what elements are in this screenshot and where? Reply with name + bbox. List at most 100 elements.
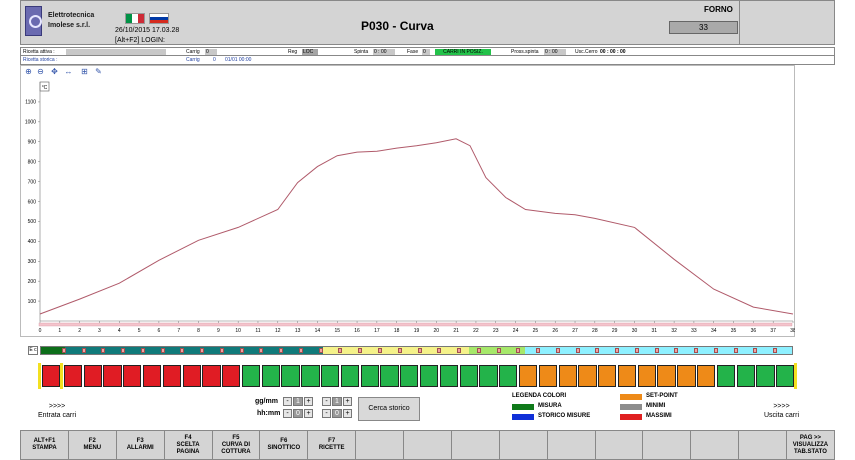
fkey-f6[interactable]: F6 SINOTTICO bbox=[259, 430, 308, 460]
strip-tick bbox=[595, 348, 600, 353]
carro-cell bbox=[103, 365, 122, 387]
x-tick-label: 29 bbox=[612, 328, 618, 334]
x-tick-label: 32 bbox=[671, 328, 677, 334]
x-tick-label: 23 bbox=[493, 328, 499, 334]
carro-cell bbox=[360, 365, 379, 387]
reg-label: Reg bbox=[288, 49, 298, 55]
reset-zoom-icon[interactable]: ↔ bbox=[64, 67, 73, 76]
carro-cell bbox=[142, 365, 162, 387]
x-tick-label: 27 bbox=[572, 328, 578, 334]
pross-spinta-label: Pross.spinta bbox=[511, 49, 539, 55]
gg-plus-button[interactable]: + bbox=[304, 397, 313, 406]
fkey-empty[interactable] bbox=[690, 430, 739, 460]
x-tick-label: 24 bbox=[513, 328, 519, 334]
x-tick-label: 34 bbox=[711, 328, 717, 334]
usc-cerro-value: 00 : 00 : 00 bbox=[600, 49, 626, 55]
fkey-f2[interactable]: F2 MENU bbox=[67, 430, 116, 460]
reg-value: LOC bbox=[302, 49, 318, 55]
x-tick-label: 4 bbox=[118, 328, 121, 334]
x-tick-label: 25 bbox=[533, 328, 539, 334]
status-badge: CARRI IN POSIZ. bbox=[435, 49, 491, 55]
forno-label: FORNO bbox=[704, 5, 733, 14]
zoom-out-icon[interactable]: ⊖ bbox=[37, 67, 44, 76]
gg-minus-button[interactable]: - bbox=[283, 397, 292, 406]
russian-flag-icon[interactable] bbox=[149, 13, 169, 24]
carro-cell bbox=[123, 365, 142, 387]
settings-icon[interactable]: ✎ bbox=[95, 67, 102, 76]
uscita-label: Uscita carri bbox=[764, 412, 800, 419]
x-tick-label: 9 bbox=[217, 328, 220, 334]
legend-swatch bbox=[620, 414, 642, 420]
strip-tick bbox=[694, 348, 699, 353]
fkey-empty[interactable] bbox=[450, 430, 499, 460]
page-title: P030 - Curva bbox=[361, 19, 434, 33]
fkey-empty[interactable] bbox=[403, 430, 451, 460]
carro-cell bbox=[83, 365, 102, 387]
legend-swatch bbox=[512, 414, 534, 420]
ggmm-label: gg/mm bbox=[255, 398, 278, 405]
carrig-value: 0 bbox=[205, 49, 217, 55]
zoom-in-icon[interactable]: ⊕ bbox=[25, 67, 32, 76]
fkey-empty[interactable] bbox=[355, 430, 403, 460]
carro-cell bbox=[716, 365, 736, 387]
x-scrollbar[interactable] bbox=[38, 322, 793, 327]
x-tick-label: 15 bbox=[334, 328, 340, 334]
carro-cell bbox=[657, 365, 676, 387]
strip-tick bbox=[457, 348, 462, 353]
carro-cell bbox=[578, 365, 597, 387]
fkey-alt-f1[interactable]: ALT+F1 STAMPA bbox=[20, 430, 68, 460]
strip-tick bbox=[140, 348, 145, 353]
strip-tick bbox=[180, 348, 185, 353]
y-tick-label: 600 bbox=[28, 199, 37, 205]
strip-tick bbox=[575, 348, 580, 353]
temperature-series-line bbox=[39, 138, 794, 315]
strip-tick bbox=[239, 348, 244, 353]
fkey-f7[interactable]: F7 RICETTE bbox=[307, 430, 356, 460]
yellow-marker-entry bbox=[60, 363, 63, 389]
legend-label: SET-POINT bbox=[646, 393, 678, 399]
fkey-empty[interactable] bbox=[498, 430, 547, 460]
x-tick-label: 26 bbox=[552, 328, 558, 334]
hh-plus-button[interactable]: + bbox=[304, 409, 313, 418]
ylabel: °C bbox=[42, 85, 48, 91]
yellow-marker-right bbox=[794, 363, 797, 389]
gg-value: 1 bbox=[293, 397, 303, 406]
fase-value: 0 bbox=[422, 49, 430, 55]
mm-plus-button[interactable]: + bbox=[343, 397, 352, 406]
fkey-empty[interactable] bbox=[738, 430, 786, 460]
legend-swatch bbox=[512, 404, 534, 410]
fkey-f5[interactable]: F5 CURVA DI COTTURA bbox=[211, 430, 260, 460]
min-plus-button[interactable]: + bbox=[343, 409, 352, 418]
pan-icon[interactable]: ✥ bbox=[51, 67, 58, 76]
x-tick-label: 16 bbox=[354, 328, 360, 334]
fkey-empty[interactable] bbox=[642, 430, 691, 460]
x-tick-label: 14 bbox=[315, 328, 321, 334]
x-tick-label: 38 bbox=[790, 328, 795, 334]
fkey-empty[interactable] bbox=[594, 430, 643, 460]
strip-tick bbox=[298, 348, 303, 353]
strip-tick bbox=[377, 348, 382, 353]
italian-flag-icon[interactable] bbox=[125, 13, 145, 24]
mm-value: 1 bbox=[332, 397, 342, 406]
fkey-empty[interactable] bbox=[546, 430, 595, 460]
fkey-pag-[interactable]: PAG >> VISUALIZZA TAB.STATO bbox=[786, 430, 835, 460]
x-tick-label: 2 bbox=[78, 328, 81, 334]
strip-tick bbox=[219, 348, 224, 353]
x-tick-label: 1 bbox=[58, 328, 61, 334]
carro-cell bbox=[756, 365, 775, 387]
chart-marks bbox=[39, 138, 794, 315]
login-hint[interactable]: [Alt+F2] LOGIN: bbox=[115, 37, 165, 44]
mm-minus-button[interactable]: - bbox=[322, 397, 331, 406]
carro-cell bbox=[301, 365, 320, 387]
cursor-icon[interactable]: ⊞ bbox=[81, 67, 88, 76]
uscita-carri: >>>> Uscita carri bbox=[764, 402, 799, 420]
hh-minus-button[interactable]: - bbox=[283, 409, 292, 418]
legend-swatch bbox=[620, 404, 642, 410]
min-minus-button[interactable]: - bbox=[322, 409, 331, 418]
cerca-storico-button[interactable]: Cerca storico bbox=[358, 397, 420, 421]
fkey-f4[interactable]: F4 SCELTA PAGINA bbox=[163, 430, 212, 460]
fkey-f3[interactable]: F3 ALLARMI bbox=[115, 430, 164, 460]
strip-tick bbox=[279, 348, 284, 353]
y-tick-label: 700 bbox=[28, 179, 37, 185]
y-tick-label: 100 bbox=[28, 299, 37, 305]
